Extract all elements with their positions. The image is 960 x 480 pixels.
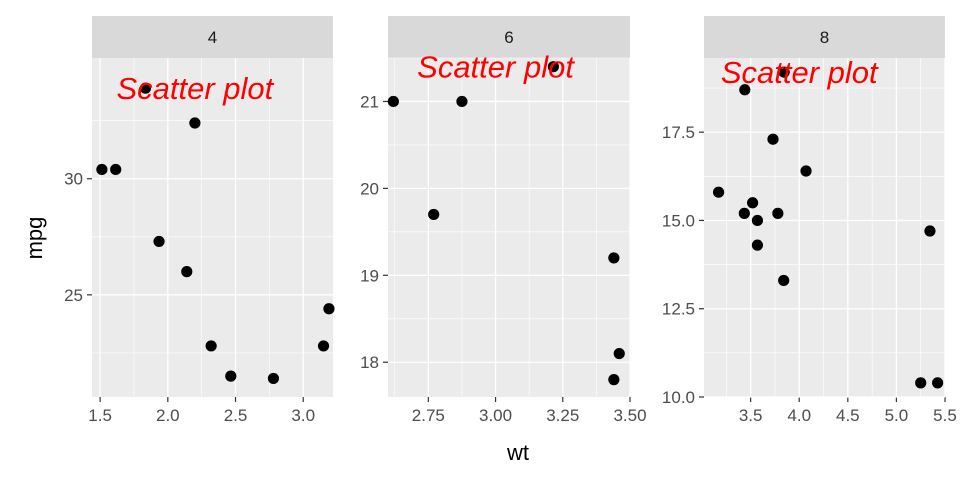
facet-strip	[704, 16, 945, 58]
data-point	[800, 165, 812, 177]
x-tick-label: 5.5	[933, 406, 957, 425]
x-tick-label: 3.5	[739, 406, 763, 425]
y-tick-label: 30	[64, 170, 83, 189]
data-point	[932, 377, 944, 389]
x-tick-label: 3.00	[479, 406, 512, 425]
y-tick-label: 21	[360, 92, 379, 111]
data-point	[739, 84, 751, 96]
data-point	[778, 274, 790, 287]
facet-strip-label: 6	[504, 28, 513, 47]
data-point	[428, 208, 440, 221]
facet-strip-label: 4	[208, 28, 217, 47]
data-point	[613, 347, 625, 360]
facet-strip	[92, 16, 333, 58]
data-point	[767, 133, 779, 145]
data-point	[772, 207, 784, 219]
data-point	[751, 214, 764, 227]
x-tick-label: 4.0	[787, 406, 811, 425]
facet-strip-label: 8	[820, 28, 829, 47]
y-tick-label: 15.0	[662, 211, 695, 230]
scatter-plot-annotation: Scatter plot	[721, 55, 879, 90]
x-tick-label: 2.75	[412, 406, 445, 425]
data-point	[267, 372, 280, 385]
scatter-plot-annotation: Scatter plot	[417, 50, 575, 85]
data-point	[153, 235, 165, 248]
data-point	[547, 61, 559, 73]
data-point	[181, 266, 193, 278]
data-point	[139, 82, 152, 94]
x-tick-label: 3.25	[546, 406, 579, 425]
data-point	[110, 163, 122, 176]
x-tick-label: 5.0	[885, 406, 909, 425]
data-point	[712, 186, 725, 198]
facet-panel-4: 4 1.5 2.0 2.5 3.0 25 30 Scatter plot	[64, 16, 335, 425]
facet-strip	[388, 16, 630, 58]
scatter-plot-annotation: Scatter plot	[116, 71, 274, 106]
panel-background	[704, 58, 945, 397]
y-tick-label: 20	[360, 179, 379, 198]
y-tick-label: 10.0	[662, 388, 695, 407]
facet-panel-6: 6 2.75 3.00 3.25 3.50 18 19 20 21 Scatter plot	[360, 16, 647, 425]
data-point	[751, 239, 764, 251]
data-point	[323, 303, 335, 315]
y-axis-title: mpg	[22, 217, 47, 260]
x-tick-label: 4.5	[836, 406, 860, 425]
y-tick-label: 25	[64, 286, 83, 305]
data-point	[96, 163, 108, 176]
y-tick-label: 12.5	[662, 300, 695, 319]
x-tick-label: 2.5	[224, 406, 248, 425]
facet-panels: 4 1.5 2.0 2.5 3.0 25 30 Scatter plot 6 2.75 3.00 3.…	[64, 16, 957, 425]
data-point	[387, 95, 399, 108]
data-point	[608, 252, 620, 264]
panel-background	[388, 58, 630, 397]
y-tick-label: 19	[360, 266, 379, 285]
data-point	[924, 225, 936, 237]
x-tick-label: 2.0	[156, 406, 180, 425]
y-tick-label: 18	[360, 353, 379, 372]
data-point	[225, 370, 237, 382]
data-point	[317, 340, 330, 352]
x-tick-label: 1.5	[88, 406, 112, 425]
x-tick-label: 3.50	[613, 406, 646, 425]
data-point	[746, 197, 759, 209]
facet-panel-8: 8 3.5 4.0 4.5 5.0 5.5 10.0 12.5 15.0 17.5 Scatter …	[662, 16, 957, 425]
data-point	[738, 207, 750, 219]
data-point	[189, 117, 201, 129]
y-tick-label: 17.5	[662, 123, 695, 142]
x-axis-title: wt	[506, 440, 529, 465]
x-tick-label: 3.0	[291, 406, 315, 425]
data-point	[915, 377, 927, 389]
data-point	[456, 95, 468, 108]
data-point	[608, 374, 620, 386]
data-point	[205, 340, 217, 352]
data-point	[778, 66, 790, 78]
